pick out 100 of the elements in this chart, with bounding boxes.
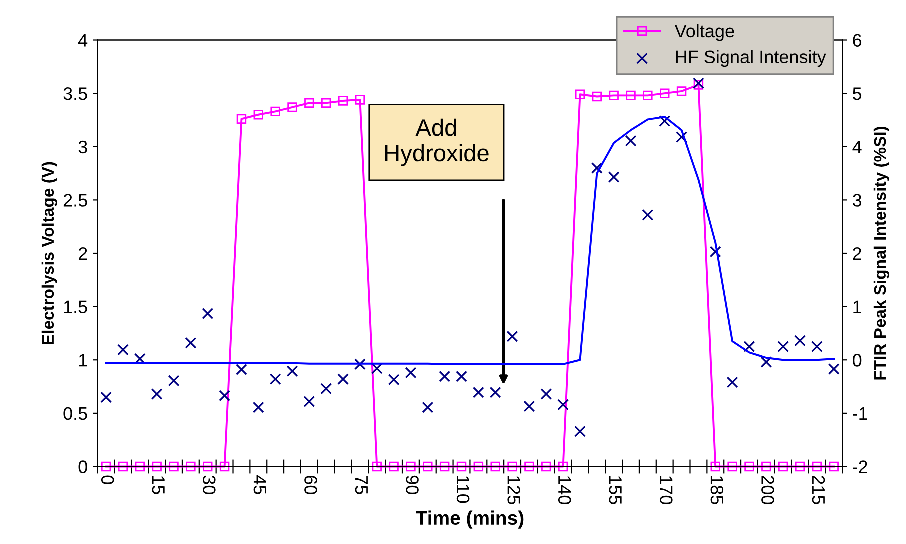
point: [694, 80, 704, 90]
y-axis-title: Electrolysis Voltage (V): [42, 162, 58, 344]
point: [286, 366, 298, 378]
point: [643, 90, 653, 101]
point: [726, 376, 738, 388]
y-tick-label: 0.5: [64, 407, 88, 420]
y2-tick-label: -1: [853, 408, 868, 420]
point: [676, 86, 687, 96]
point: [472, 386, 484, 398]
point: [558, 462, 568, 472]
point: [506, 330, 518, 342]
annotation: Add Hydroxide: [385, 118, 489, 166]
point: [609, 90, 619, 101]
point: [778, 462, 788, 472]
point: [592, 92, 602, 102]
y-tick-label: 0: [78, 460, 88, 474]
point: [440, 462, 450, 472]
point: [203, 462, 213, 472]
point: [186, 462, 196, 472]
point: [508, 462, 518, 472]
point: [422, 402, 434, 414]
y2-tick-label: 3: [852, 194, 862, 207]
x-tick-label: 110: [456, 476, 470, 504]
point: [100, 392, 112, 404]
point: [185, 337, 197, 349]
x-tick-label: 45: [254, 476, 266, 494]
point: [626, 90, 636, 101]
point: [169, 462, 179, 472]
point: [490, 462, 500, 472]
point: [254, 110, 264, 120]
point: [304, 98, 314, 108]
x-tick-label: 0: [101, 476, 114, 484]
point: [625, 135, 637, 147]
point: [406, 462, 416, 472]
point: [660, 88, 670, 98]
point: [355, 95, 366, 105]
x-tick-label: 170: [660, 476, 673, 505]
x-tick-label: 155: [609, 476, 622, 504]
point: [338, 374, 350, 386]
y-tick-label: 4: [78, 34, 88, 47]
point: [236, 114, 247, 124]
x-tick-label: 30: [203, 476, 216, 494]
point: [490, 386, 502, 398]
legend-label: HF Signal Intensity: [676, 50, 826, 68]
point: [524, 462, 534, 472]
y2-tick-label: 4: [852, 141, 862, 154]
y-tick-label: 2.5: [64, 194, 88, 207]
y-tick-label: 1.5: [64, 300, 88, 314]
point: [220, 462, 230, 472]
point: [134, 353, 146, 365]
y2-tick-label: 2: [853, 247, 862, 260]
x-tick-label: 215: [812, 476, 826, 504]
x-tick-label: 185: [710, 476, 724, 504]
y-tick-label: 2: [78, 247, 88, 260]
point: [744, 341, 756, 353]
point: [591, 162, 603, 174]
y2-tick-label: -2: [853, 460, 868, 474]
point: [456, 370, 468, 382]
point: [151, 388, 163, 400]
x-tick-label: 200: [762, 476, 774, 505]
point: [118, 462, 128, 472]
point: [372, 462, 382, 472]
point: [320, 383, 332, 395]
point: [456, 462, 467, 472]
point: [236, 364, 248, 376]
point: [152, 462, 162, 472]
x-axis-title: Time (mins): [416, 510, 524, 529]
point: [524, 400, 536, 412]
point: [828, 363, 840, 375]
point: [574, 426, 586, 438]
point: [811, 341, 823, 353]
x-tick-label: 60: [304, 476, 318, 494]
point: [575, 90, 586, 100]
point: [778, 341, 790, 353]
point: [389, 462, 399, 472]
point: [101, 462, 112, 472]
point: [540, 388, 552, 400]
point: [338, 96, 348, 106]
point: [405, 367, 417, 379]
point: [760, 356, 772, 368]
point: [288, 102, 298, 112]
point: [710, 462, 720, 472]
point: [388, 374, 400, 386]
y-tick-label: 1: [79, 354, 88, 367]
point: [135, 462, 146, 472]
point: [692, 78, 704, 90]
point: [168, 375, 180, 387]
point: [270, 374, 282, 386]
x-tick-label: 90: [406, 476, 419, 494]
point: [542, 462, 552, 472]
point: [423, 462, 433, 472]
point: [321, 98, 332, 108]
point: [202, 308, 214, 320]
point: [795, 462, 806, 472]
x-tick-label: 15: [152, 476, 165, 494]
x-tick-label: 125: [508, 476, 520, 504]
point: [252, 402, 264, 414]
y2-tick-label: 6: [853, 34, 862, 47]
point: [219, 390, 231, 402]
y2-tick-label: 1: [854, 300, 862, 314]
